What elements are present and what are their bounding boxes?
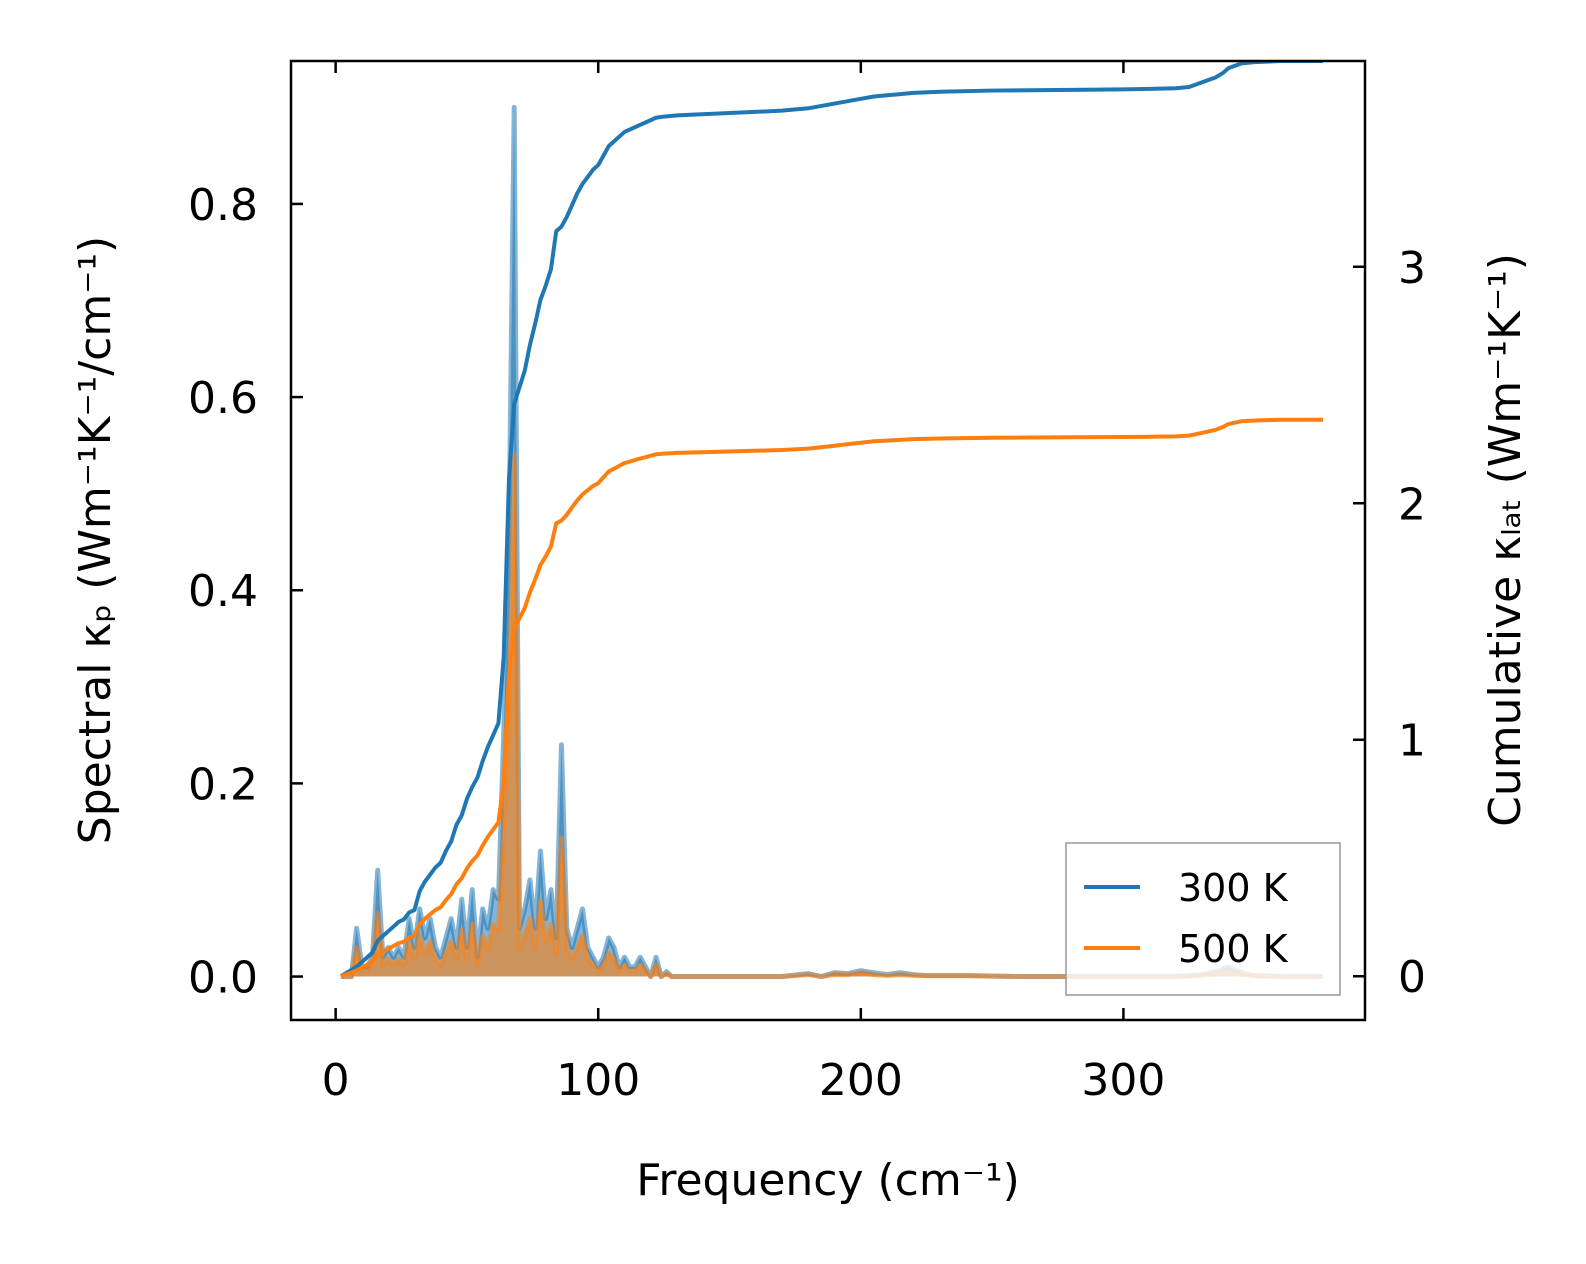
cumulative-line-500k: [340, 417, 1323, 979]
x-tick-label: 200: [819, 1055, 903, 1106]
spectral-layer: [340, 104, 1323, 980]
legend: 300 K 500 K: [1065, 842, 1341, 996]
y-right-tick-label: 3: [1398, 243, 1426, 294]
y-axis-right-label: Cumulative κₗₐₜ (Wm⁻¹K⁻¹): [1480, 253, 1531, 827]
x-axis-label: Frequency (cm⁻¹): [636, 1155, 1020, 1206]
y-right-tick-label: 0: [1398, 952, 1426, 1003]
x-tick-label: 0: [322, 1055, 350, 1106]
y-axis-left-label: Spectral κₚ (Wm⁻¹K⁻¹/cm⁻¹): [70, 236, 121, 844]
y-axis-right: 0 1 2 3: [1353, 243, 1426, 1003]
spectral-line-500k: [340, 452, 1323, 980]
y-left-tick-label: 0.8: [188, 180, 258, 231]
y-left-tick-label: 0.4: [188, 566, 258, 617]
x-tick-label: 100: [556, 1055, 640, 1106]
y-left-tick-label: 0.6: [188, 373, 258, 424]
legend-label-300k: 300 K: [1178, 866, 1289, 910]
y-left-tick-label: 0.0: [188, 953, 258, 1004]
plot-frame: [289, 59, 1367, 1022]
x-axis: 0 100 200 300: [322, 61, 1165, 1106]
y-right-tick-label: 1: [1398, 716, 1426, 767]
x-tick-label: 300: [1081, 1055, 1165, 1106]
legend-label-500k: 500 K: [1178, 927, 1289, 971]
legend-box: [1065, 842, 1341, 996]
cumulative-line-300k: [339, 61, 1323, 978]
y-left-tick-label: 0.2: [188, 759, 258, 810]
y-axis-left: 0.0 0.2 0.4 0.6 0.8: [188, 180, 303, 1004]
y-right-tick-label: 2: [1398, 479, 1426, 530]
cumulative-layer: [339, 61, 1323, 979]
